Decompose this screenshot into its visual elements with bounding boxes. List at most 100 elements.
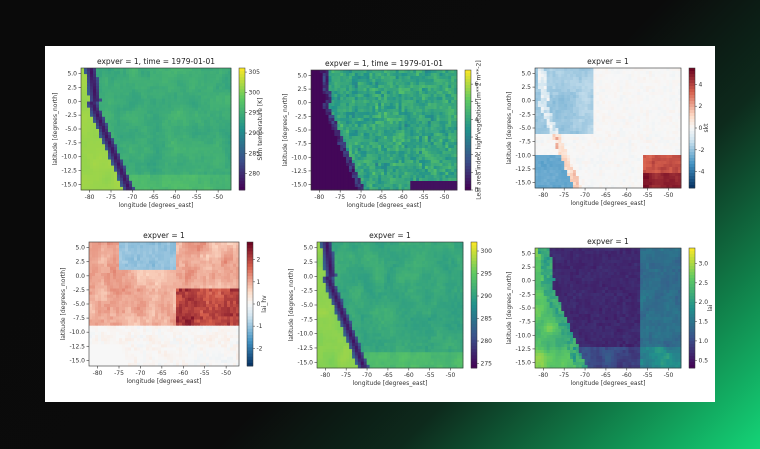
y-tick-label: -12.5 <box>291 168 307 175</box>
y-tick-label: -2.5 <box>73 287 85 294</box>
colorbar-tick-label: 275 <box>481 361 493 368</box>
x-tick-label: -70 <box>580 192 590 199</box>
y-tick-label: 2.5 <box>67 84 77 91</box>
y-tick-label: 5.0 <box>521 250 531 257</box>
y-tick-label: -10.0 <box>61 154 77 161</box>
y-tick-label: 5.0 <box>303 245 313 252</box>
y-tick-label: 0.0 <box>75 273 85 280</box>
x-tick-label: -80 <box>538 372 548 379</box>
x-tick-label: -55 <box>192 194 202 201</box>
y-tick-label: 0.0 <box>67 98 77 105</box>
y-tick-label: 2.5 <box>521 264 531 271</box>
x-tick-label: -55 <box>643 372 653 379</box>
x-tick-label: -50 <box>221 370 231 377</box>
y-tick-label: -2.5 <box>519 291 531 298</box>
colorbar-tick-label: 4 <box>475 116 479 123</box>
x-tick-label: -55 <box>425 372 435 379</box>
y-tick-label: -15.0 <box>515 360 531 367</box>
plot-title: expver = 1 <box>143 231 185 240</box>
colorbar-tick-label: 5 <box>475 99 479 106</box>
y-tick-label: -15.0 <box>69 357 85 364</box>
y-tick-label: -12.5 <box>61 168 77 175</box>
x-tick-label: -70 <box>580 372 590 379</box>
x-tick-label: -65 <box>601 192 611 199</box>
y-tick-label: 2.5 <box>521 84 531 91</box>
y-tick-label: 2.5 <box>75 259 85 266</box>
colorbar-tick-label: 3 <box>475 134 479 141</box>
colorbar <box>689 68 695 189</box>
y-tick-label: 0.0 <box>521 98 531 105</box>
heatmap-svg-1: expver = 1, time = 1979-01-01 -80 -75 -70 -6… <box>52 57 264 209</box>
colorbar-tick-label: 1.5 <box>699 319 709 326</box>
colorbar-tick-label: 6 <box>475 81 479 88</box>
x-tick-label: -75 <box>559 192 569 199</box>
heatmap-cells <box>311 70 458 191</box>
y-tick-label: 5.0 <box>75 245 85 252</box>
x-tick-label: -70 <box>356 194 366 201</box>
colorbar-tick-label: 2 <box>475 152 479 159</box>
colorbar-tick-label: 2.0 <box>699 299 709 306</box>
x-axis-label: longitude [degrees_east] <box>571 380 646 387</box>
x-tick-label: -65 <box>383 372 393 379</box>
y-tick-label: -2.5 <box>519 111 531 118</box>
plot-title: expver = 1, time = 1979-01-01 <box>97 57 215 66</box>
x-tick-label: -60 <box>170 194 180 201</box>
y-tick-label: -12.5 <box>515 166 531 173</box>
colorbar-tick-label: 300 <box>481 248 493 255</box>
x-tick-label: -60 <box>178 370 188 377</box>
colorbar-label: Leaf area index, high vegetation [m**2 m… <box>476 60 483 199</box>
x-tick-label: -50 <box>446 372 456 379</box>
colorbar-tick-label: 290 <box>249 130 261 137</box>
y-tick-label: -5.0 <box>73 301 85 308</box>
colorbar-tick-label: 0 <box>257 301 261 308</box>
colorbar-tick-label: 295 <box>481 271 493 278</box>
colorbar <box>247 242 253 367</box>
colorbar-tick-label: -1 <box>257 323 263 330</box>
heatmap-svg-2: expver = 1, time = 1979-01-01 -80 -75 -70 -6… <box>282 59 483 209</box>
x-axis-label: longitude [degrees_east] <box>127 378 202 385</box>
x-tick-label: -60 <box>398 194 408 201</box>
y-tick-label: 2.5 <box>303 259 313 266</box>
y-tick-label: 0.0 <box>521 278 531 285</box>
y-tick-label: 5.0 <box>521 70 531 77</box>
y-tick-label: 2.5 <box>297 86 307 93</box>
x-axis-label: longitude [degrees_east] <box>353 380 428 387</box>
heatmap-svg-6: expver = 1 -80 -75 -70 -65 -60 -55 -50 5.0 2.5 0.0… <box>506 237 714 387</box>
x-tick-label: -65 <box>601 372 611 379</box>
x-tick-label: -60 <box>404 372 414 379</box>
heatmap-svg-4: expver = 1 -80 -75 -70 -65 -60 -55 -50 5.0 2.5 0.0… <box>60 231 268 385</box>
y-tick-label: -7.5 <box>295 141 307 148</box>
x-tick-label: -70 <box>362 372 372 379</box>
y-tick-label: -10.0 <box>515 332 531 339</box>
x-tick-label: -80 <box>320 372 330 379</box>
colorbar <box>465 70 471 191</box>
y-tick-label: 0.0 <box>297 100 307 107</box>
y-tick-label: -10.0 <box>69 329 85 336</box>
x-tick-label: -70 <box>136 370 146 377</box>
heatmap-cells <box>89 242 240 367</box>
colorbar-label: lai <box>707 304 714 311</box>
y-tick-label: -12.5 <box>297 345 313 352</box>
x-tick-label: -50 <box>213 194 223 201</box>
plot-title: expver = 1 <box>587 237 629 246</box>
colorbar <box>239 68 245 191</box>
y-tick-label: -5.0 <box>295 127 307 134</box>
plot-title: expver = 1 <box>369 231 411 240</box>
colorbar-label: skt <box>703 123 710 133</box>
heatmap-svg-5: expver = 1 -80 -75 -70 -65 -60 -55 -50 5.0 2.5 0.0… <box>288 231 493 387</box>
y-tick-label: -15.0 <box>515 180 531 187</box>
colorbar-tick-label: -2 <box>257 345 263 352</box>
x-tick-label: -80 <box>314 194 324 201</box>
y-tick-label: -10.0 <box>297 331 313 338</box>
x-tick-label: -55 <box>643 192 653 199</box>
colorbar-tick-label: 280 <box>481 338 493 345</box>
y-tick-label: 5.0 <box>67 71 77 78</box>
plot-title: expver = 1, time = 1979-01-01 <box>325 59 443 68</box>
heatmap-svg-3: expver = 1 -80 -75 -70 -65 -60 -55 -50 5.0 2.5 0.0… <box>506 57 710 207</box>
colorbar-tick-label: 2 <box>699 103 703 110</box>
x-tick-label: -50 <box>664 372 674 379</box>
heatmap-cells <box>535 68 682 189</box>
y-tick-label: -7.5 <box>519 139 531 146</box>
colorbar-tick-label: 1 <box>475 169 479 176</box>
colorbar-label: lai_hv <box>261 295 268 313</box>
